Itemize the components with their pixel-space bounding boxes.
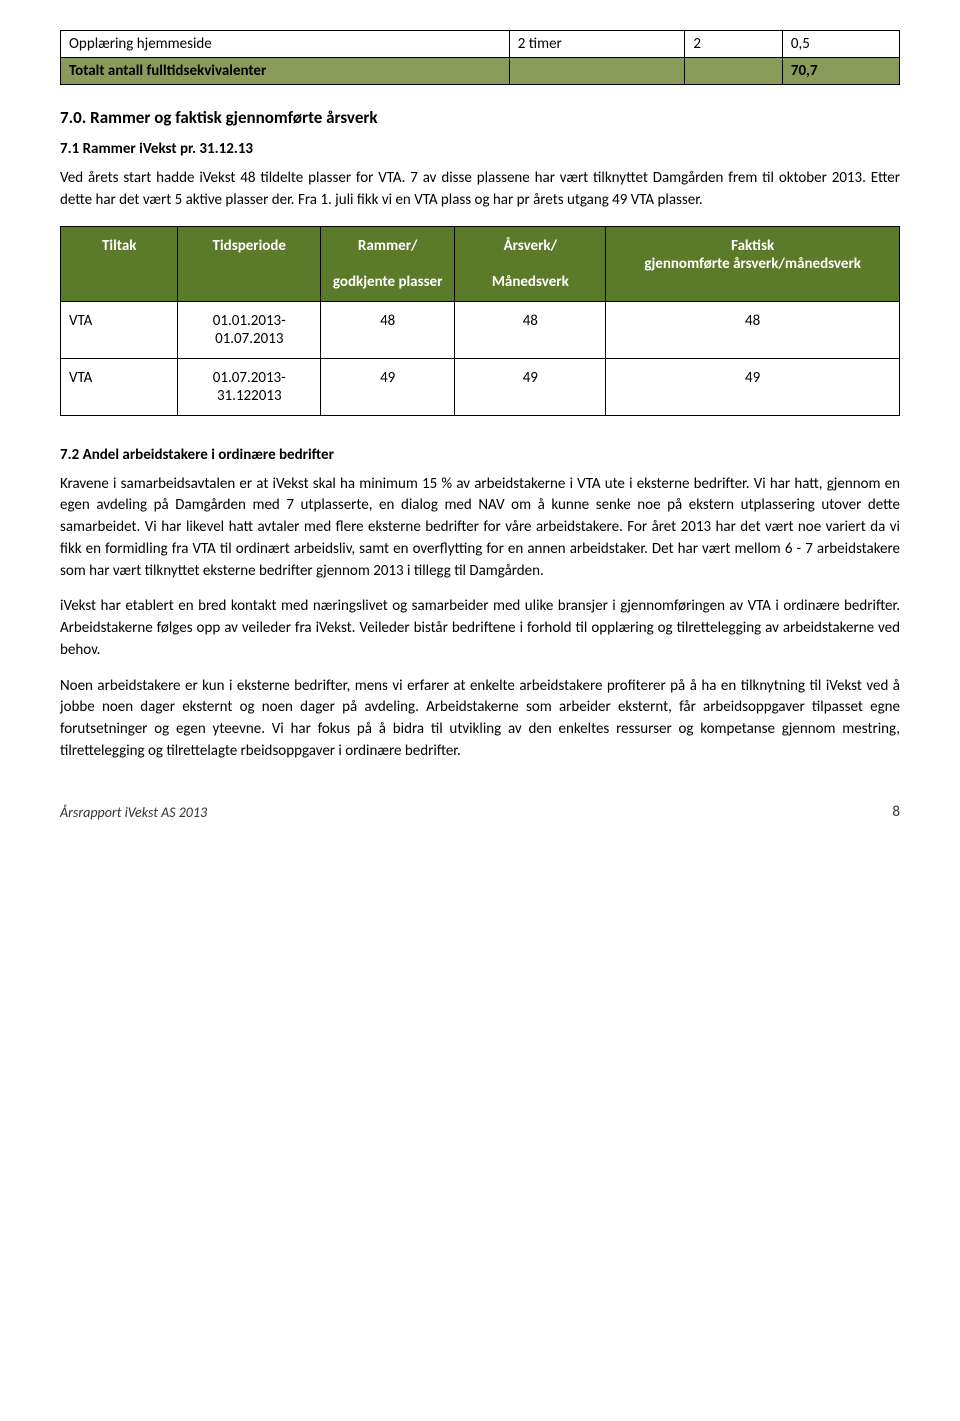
total-label: Totalt antall fulltidsekvivalenter	[61, 58, 510, 85]
total-col2	[509, 58, 685, 85]
section-7-2-para2: iVekst har etablert en bred kontakt med …	[60, 596, 900, 661]
cell-faktisk: 48	[606, 301, 900, 358]
total-col4: 70,7	[782, 58, 899, 85]
th-rammer-line2: godkjente plasser	[333, 273, 443, 291]
section-7-1-paragraph: Ved årets start hadde iVekst 48 tildelte…	[60, 168, 900, 212]
section-7-2-title: 7.2 Andel arbeidstakere i ordinære bedri…	[60, 446, 900, 464]
footer-report-title: Årsrapport iVekst AS 2013	[60, 804, 207, 821]
th-aarsverk-line1: Årsverk/	[504, 237, 558, 255]
page-number: 8	[892, 803, 900, 821]
cell-faktisk: 49	[606, 358, 900, 415]
section-7-2-para3: Noen arbeidstakere er kun i eksterne bed…	[60, 676, 900, 763]
th-faktisk-line2: gjennomførte årsverk/månedsverk	[644, 255, 861, 273]
cell-rammer: 49	[321, 358, 455, 415]
cell-tidsperiode: 01.01.2013-01.07.2013	[178, 301, 321, 358]
th-faktisk-line1: Faktisk	[731, 237, 774, 255]
table-row: VTA 01.07.2013-31.122013 49 49 49	[61, 358, 900, 415]
cell-tiltak: VTA	[61, 358, 178, 415]
cell-tiltak: VTA	[61, 301, 178, 358]
th-rammer: Rammer/ godkjente plasser	[321, 226, 455, 301]
th-aarsverk-line2: Månedsverk	[492, 273, 569, 291]
row-col3: 2	[685, 31, 783, 58]
section-7-title: 7.0. Rammer og faktisk gjennomførte årsv…	[60, 107, 900, 128]
cell-rammer: 48	[321, 301, 455, 358]
table-total-row: Totalt antall fulltidsekvivalenter 70,7	[61, 58, 900, 85]
th-faktisk: Faktisk gjennomførte årsverk/månedsverk	[606, 226, 900, 301]
section-7-1-title: 7.1 Rammer iVekst pr. 31.12.13	[60, 140, 900, 158]
table-row: VTA 01.01.2013-01.07.2013 48 48 48	[61, 301, 900, 358]
th-tidsperiode: Tidsperiode	[178, 226, 321, 301]
row-label: Opplæring hjemmeside	[61, 31, 510, 58]
cell-aarsverk: 48	[455, 301, 606, 358]
th-aarsverk: Årsverk/ Månedsverk	[455, 226, 606, 301]
total-col3	[685, 58, 783, 85]
table-row: Opplæring hjemmeside 2 timer 2 0,5	[61, 31, 900, 58]
cell-aarsverk: 49	[455, 358, 606, 415]
th-rammer-line1: Rammer/	[358, 237, 418, 255]
rammer-table: Tiltak Tidsperiode Rammer/ godkjente pla…	[60, 226, 900, 416]
fte-summary-table: Opplæring hjemmeside 2 timer 2 0,5 Total…	[60, 30, 900, 85]
th-tiltak: Tiltak	[61, 226, 178, 301]
section-7-2-para1: Kravene i samarbeidsavtalen er at iVekst…	[60, 474, 900, 583]
cell-tidsperiode: 01.07.2013-31.122013	[178, 358, 321, 415]
row-col4: 0,5	[782, 31, 899, 58]
table-header-row: Tiltak Tidsperiode Rammer/ godkjente pla…	[61, 226, 900, 301]
row-col2: 2 timer	[509, 31, 685, 58]
page-footer: Årsrapport iVekst AS 2013 8	[60, 803, 900, 821]
